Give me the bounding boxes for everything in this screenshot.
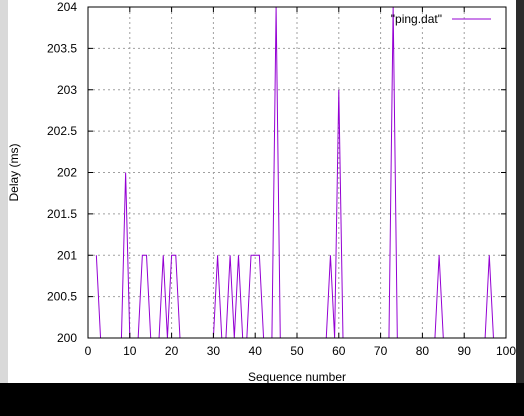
x-tick-label: 40 [249, 344, 263, 358]
x-tick-label: 60 [332, 344, 346, 358]
x-tick-label: 90 [458, 344, 472, 358]
y-tick-label: 200.5 [47, 290, 77, 304]
grid [88, 7, 506, 338]
y-axis-label: Delay (ms) [7, 143, 21, 201]
legend: "ping.dat" [391, 12, 491, 26]
x-tick-label: 30 [207, 344, 221, 358]
plot-window [8, 0, 516, 383]
x-tick-label: 10 [123, 344, 137, 358]
x-tick-label: 0 [85, 344, 92, 358]
x-tick-label: 50 [290, 344, 304, 358]
bottom-bar [0, 383, 524, 416]
y-tick-label: 201.5 [47, 207, 77, 221]
x-tick-label: 70 [374, 344, 388, 358]
ticks [87, 6, 507, 339]
y-tick-label: 200 [57, 331, 77, 345]
tick-labels: 0 10 20 30 40 50 60 70 80 90 100 200 200.5 201 201.5 20… [47, 0, 516, 358]
x-tick-label: 100 [496, 344, 516, 358]
y-tick-label: 203 [57, 83, 77, 97]
y-tick-label: 202 [57, 166, 77, 180]
y-tick-label: 201 [57, 248, 77, 262]
y-tick-label: 203.5 [47, 41, 77, 55]
right-window-edge [516, 0, 524, 383]
y-tick-label: 204 [57, 0, 77, 14]
y-tick-label: 202.5 [47, 124, 77, 138]
x-tick-label: 20 [165, 344, 179, 358]
x-tick-label: 80 [416, 344, 430, 358]
legend-label: "ping.dat" [391, 12, 442, 26]
x-axis-label: Sequence number [248, 370, 346, 384]
